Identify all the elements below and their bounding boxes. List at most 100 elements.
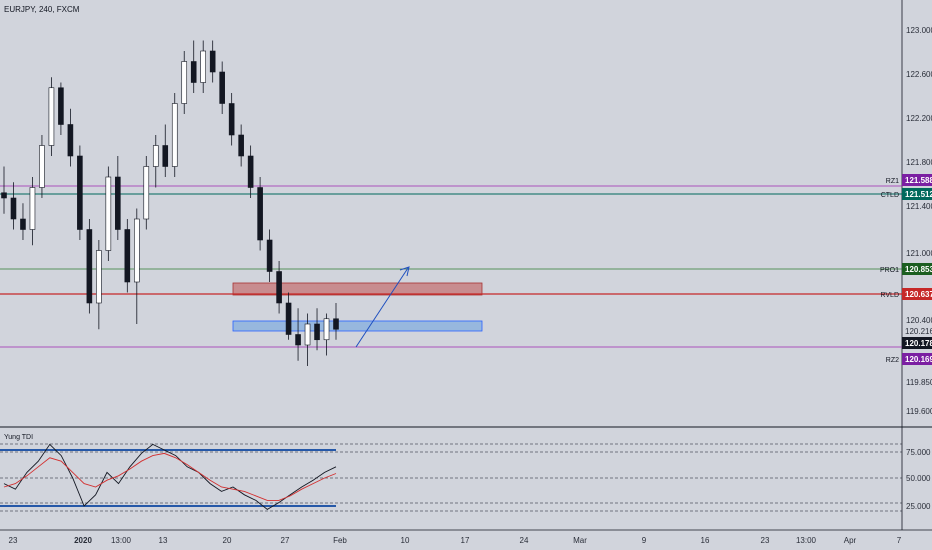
candle-body — [314, 323, 320, 341]
price-tag-box — [902, 188, 932, 200]
candle-body — [266, 239, 273, 272]
price-tick-label: 123.000 — [906, 26, 932, 35]
price-tags: RZ1 121.588 CTLD 121.512 PRO1 120.853 RVLD 120.… — [880, 174, 932, 365]
projection-arrow — [355, 267, 409, 348]
tdi-tick-label: 25.000 — [906, 502, 931, 511]
candle-body — [143, 166, 150, 220]
price-tag-value: 120.637 — [905, 290, 932, 299]
candle-body — [58, 87, 64, 125]
time-tick-label: 10 — [401, 536, 410, 545]
candle-body — [20, 218, 26, 230]
candle-body — [105, 176, 112, 251]
candle-body — [200, 50, 206, 83]
candle-body — [209, 50, 216, 73]
candle-body — [39, 145, 45, 188]
level-label: RZ2 — [886, 357, 899, 364]
candle-body — [152, 145, 159, 167]
candle-body — [86, 229, 93, 304]
candle-body — [247, 155, 254, 188]
supply-zone — [232, 282, 483, 296]
price-tag-value: 120.853 — [905, 265, 932, 274]
tdi-tick-label: 75.000 — [906, 448, 931, 457]
candle-body — [276, 271, 282, 304]
projection-arrowhead — [399, 266, 410, 277]
price-tick-label: 122.200 — [906, 114, 932, 123]
candle-body — [162, 145, 169, 167]
tdi-tick-label: 50.000 — [906, 474, 931, 483]
tdi-pane — [0, 443, 902, 512]
time-tick-label: 23 — [761, 536, 770, 545]
price-tick-label: 122.600 — [906, 70, 932, 79]
time-tick-label: 27 — [281, 536, 290, 545]
chart-title: EURJPY, 240, FXCM — [4, 5, 80, 14]
price-tick-label: 119.850 — [906, 378, 932, 387]
candle-body — [96, 250, 102, 304]
price-tick-label: 121.000 — [906, 249, 932, 258]
demand-zone — [232, 320, 483, 332]
candle-body — [77, 155, 83, 230]
indicator-title: Yung TDI — [4, 434, 33, 441]
candle-body — [115, 176, 121, 230]
time-tick-label: Feb — [333, 536, 347, 545]
candle-body — [10, 197, 17, 220]
time-tick-label: 23 — [9, 536, 18, 545]
price-tag-box — [902, 353, 932, 365]
candle-body — [124, 229, 131, 283]
tdi-axis-labels: 75.000 50.000 25.000 — [906, 448, 931, 511]
price-tick-label: 121.800 — [906, 158, 932, 167]
level-label: CTLD — [881, 192, 899, 199]
time-tick-label: 16 — [701, 536, 710, 545]
price-tick-label: 119.600 — [906, 407, 932, 416]
candle-body — [238, 134, 244, 157]
candles — [1, 40, 339, 366]
price-tag-box — [902, 288, 932, 300]
time-axis-labels: 23 2020 13:00 13 20 27 Feb 10 17 24 Mar 9 16 23 13:00 A… — [9, 536, 902, 545]
time-tick-label: 20 — [223, 536, 232, 545]
time-tick-label: 13 — [159, 536, 168, 545]
time-tick-label: Mar — [573, 536, 587, 545]
candle-body — [171, 103, 178, 167]
price-tag-box — [902, 263, 932, 275]
price-tick-label: 121.400 — [906, 202, 932, 211]
candle-body — [219, 71, 225, 104]
price-tag-value: 121.588 — [905, 176, 932, 185]
tdi-rsi-line — [3, 443, 337, 510]
time-tick-label: Apr — [844, 536, 857, 545]
price-tag-box — [902, 337, 932, 349]
price-tag-value: 120.216 — [905, 327, 932, 336]
time-tick-label: 9 — [642, 536, 647, 545]
candle-body — [67, 124, 74, 157]
candle-body — [181, 61, 188, 104]
candle-body — [48, 87, 55, 146]
candle-body — [228, 103, 235, 136]
candle-body — [333, 318, 339, 330]
time-tick-label: 7 — [897, 536, 902, 545]
candle-body — [295, 334, 301, 346]
price-axis-labels: 123.000 122.600 122.200 121.800 121.400 121.0… — [906, 26, 932, 416]
time-tick-label: 17 — [461, 536, 470, 545]
time-tick-label: 24 — [520, 536, 529, 545]
candle-body — [304, 323, 311, 346]
candle-body — [29, 187, 36, 230]
tdi-signal-line — [3, 452, 337, 501]
time-tick-label: 13:00 — [111, 536, 132, 545]
time-tick-label: 2020 — [74, 536, 92, 545]
candle-body — [190, 61, 197, 83]
candle-body — [285, 302, 292, 335]
level-label: PRO1 — [880, 267, 899, 274]
price-tag-box — [902, 174, 932, 186]
price-tag-value: 120.169 — [905, 355, 932, 364]
price-tag-value: 121.512 — [905, 190, 932, 199]
level-label: RZ1 — [886, 178, 899, 185]
candle-body — [323, 318, 330, 341]
time-tick-label: 13:00 — [796, 536, 817, 545]
price-tick-label: 120.400 — [906, 316, 932, 325]
level-label: RVLD — [880, 292, 899, 299]
price-tag-value: 120.178 — [905, 339, 932, 348]
candle-body — [257, 187, 263, 241]
candle-body — [134, 218, 140, 283]
candle-body — [1, 192, 7, 199]
